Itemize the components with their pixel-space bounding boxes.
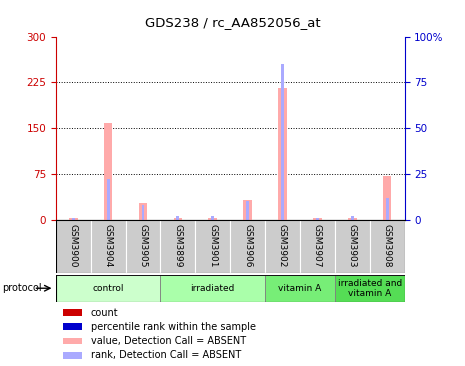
Bar (281, 64, 284, 220)
Bar (316, 218, 319, 220)
Bar (63, 352, 81, 359)
Text: GSM3907: GSM3907 (313, 224, 322, 267)
Text: protocol: protocol (2, 283, 42, 293)
Text: GSM3901: GSM3901 (208, 224, 217, 267)
Text: irradiated: irradiated (191, 284, 235, 293)
Text: irradiated and
vitamin A: irradiated and vitamin A (338, 279, 402, 298)
Text: GDS238 / rc_AA852056_at: GDS238 / rc_AA852056_at (145, 16, 320, 30)
Text: control: control (93, 284, 124, 293)
Text: GSM3906: GSM3906 (243, 224, 252, 267)
Bar (243, 200, 252, 220)
Bar (141, 205, 144, 220)
Bar (139, 202, 147, 220)
Text: vitamin A: vitamin A (278, 284, 322, 293)
Text: GSM3904: GSM3904 (104, 224, 113, 267)
Text: count: count (91, 308, 118, 318)
Bar (173, 218, 182, 220)
Bar (104, 123, 113, 220)
Bar (56, 220, 91, 273)
Bar (386, 198, 389, 220)
Text: GSM3900: GSM3900 (69, 224, 78, 267)
Bar (335, 220, 370, 273)
Bar (265, 274, 335, 302)
Bar (56, 274, 160, 302)
Bar (195, 220, 230, 273)
Bar (106, 179, 109, 220)
Bar (72, 218, 74, 220)
Text: GSM3902: GSM3902 (278, 224, 287, 267)
Bar (265, 220, 300, 273)
Text: value, Detection Call = ABSENT: value, Detection Call = ABSENT (91, 336, 246, 346)
Bar (160, 220, 195, 273)
Bar (313, 219, 322, 220)
Text: percentile rank within the sample: percentile rank within the sample (91, 322, 256, 332)
Bar (230, 220, 265, 273)
Bar (348, 218, 357, 220)
Bar (91, 220, 126, 273)
Bar (370, 220, 405, 273)
Text: GSM3899: GSM3899 (173, 224, 182, 267)
Bar (126, 220, 160, 273)
Text: rank, Detection Call = ABSENT: rank, Detection Call = ABSENT (91, 350, 241, 360)
Bar (383, 176, 392, 220)
Bar (351, 216, 353, 220)
Bar (160, 274, 265, 302)
Bar (177, 216, 179, 220)
Bar (208, 218, 217, 220)
Bar (211, 216, 214, 220)
Bar (63, 324, 81, 330)
Text: GSM3905: GSM3905 (139, 224, 147, 267)
Bar (63, 338, 81, 344)
Text: GSM3908: GSM3908 (383, 224, 392, 267)
Text: GSM3903: GSM3903 (348, 224, 357, 267)
Bar (300, 220, 335, 273)
Bar (246, 201, 249, 220)
Bar (63, 309, 81, 316)
Bar (69, 219, 78, 220)
Bar (335, 274, 405, 302)
Bar (278, 89, 287, 220)
